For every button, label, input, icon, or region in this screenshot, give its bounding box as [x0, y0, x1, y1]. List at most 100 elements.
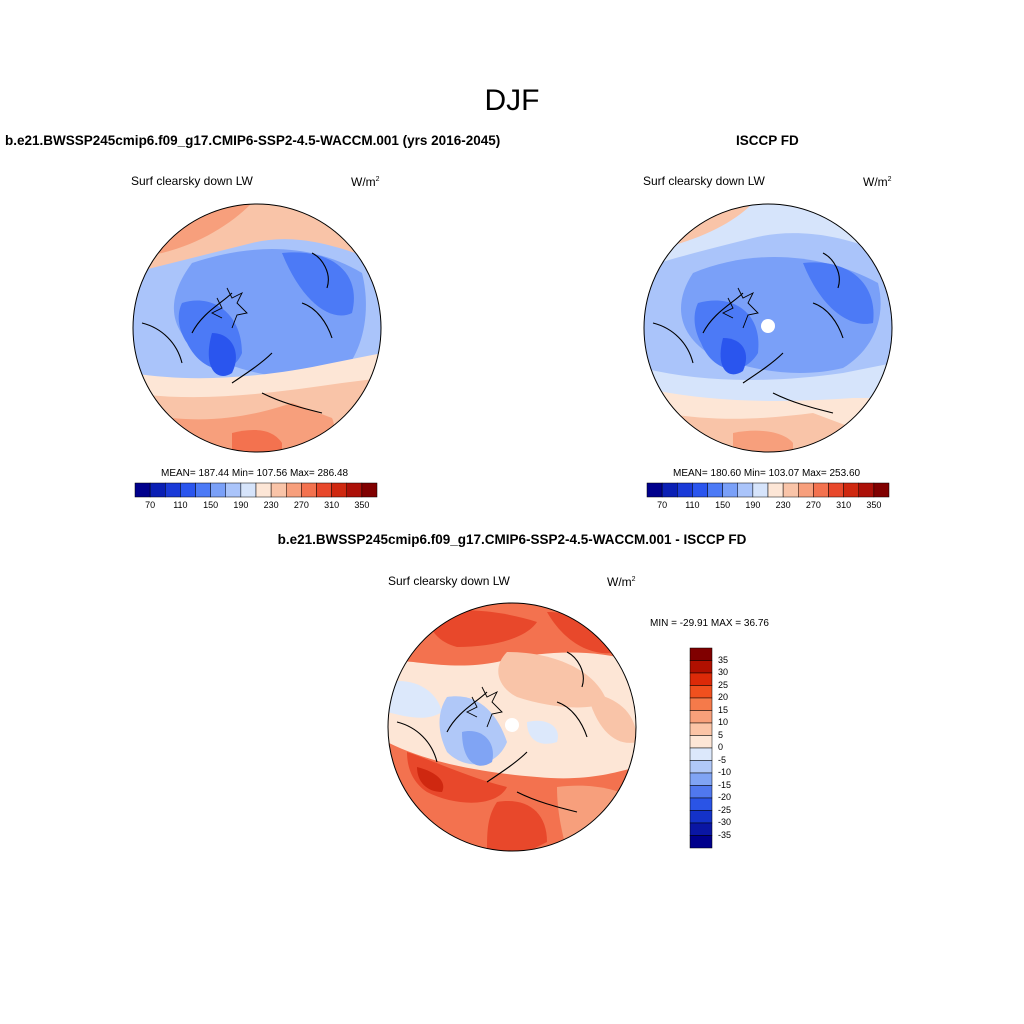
colorbar-swatch [689, 822, 713, 836]
diff-stats: MIN = -29.91 MAX = 36.76 [650, 618, 769, 629]
colorbar-swatch [301, 482, 317, 498]
colorbar-tick-label: 150 [715, 500, 731, 510]
colorbar-swatch [689, 810, 713, 824]
colorbar-tick-label: 230 [263, 500, 279, 510]
model-units-label: W/m2 [351, 175, 380, 189]
colorbar-swatch [689, 735, 713, 749]
colorbar-tick-label: 70 [657, 500, 668, 510]
obs-stats: MEAN= 180.60 Min= 103.07 Max= 253.60 [673, 468, 861, 479]
colorbar-swatch [689, 722, 713, 736]
colorbar-swatch [689, 697, 713, 711]
colorbar-swatch [210, 482, 226, 498]
colorbar-tick-label: 190 [233, 500, 249, 510]
colorbar-tick-label: 310 [836, 500, 852, 510]
obs-case-title: ISCCP FD [736, 133, 799, 148]
colorbar-tick-label: -25 [718, 804, 732, 815]
diff-polar-map [387, 602, 637, 852]
colorbar-swatch [195, 482, 211, 498]
colorbar-swatch [346, 482, 363, 498]
colorbar-tick-label: -15 [718, 779, 732, 790]
colorbar-swatch [661, 482, 678, 498]
colorbar-tick-label: 270 [293, 500, 309, 510]
colorbar-swatch [646, 482, 663, 498]
colorbar-swatch [689, 835, 713, 849]
obs-colorbar [646, 482, 890, 498]
diff-variable-label: Surf clearsky down LW [388, 574, 510, 588]
colorbar-tick-label: -10 [718, 767, 732, 777]
colorbar-swatch [843, 482, 859, 498]
colorbar-swatch [689, 772, 713, 786]
colorbar-swatch [689, 747, 713, 761]
colorbar-swatch [828, 482, 844, 498]
colorbar-tick-label: 190 [745, 500, 761, 510]
colorbar-tick-label: 150 [203, 500, 219, 510]
colorbar-swatch [689, 672, 713, 686]
colorbar-tick-label: 110 [173, 500, 188, 510]
colorbar-swatch [858, 482, 875, 498]
colorbar-swatch [225, 482, 242, 498]
model-variable-label: Surf clearsky down LW [131, 174, 253, 188]
colorbar-tick-label: 310 [324, 500, 340, 510]
colorbar-swatch [677, 482, 693, 498]
colorbar-swatch [286, 482, 302, 498]
colorbar-tick-label: 110 [685, 500, 700, 510]
colorbar-swatch [873, 482, 890, 498]
model-colorbar [134, 482, 378, 498]
colorbar-swatch [689, 797, 713, 811]
colorbar-swatch [134, 482, 151, 498]
colorbar-swatch [165, 482, 181, 498]
colorbar-swatch [767, 482, 784, 498]
colorbar-tick-label: -20 [718, 792, 732, 802]
colorbar-swatch [149, 482, 166, 498]
diff-units-label: W/m2 [607, 575, 636, 589]
colorbar-swatch [722, 482, 738, 498]
colorbar-tick-label: 350 [354, 500, 370, 510]
obs-units-label: W/m2 [863, 175, 892, 189]
colorbar-tick-label: 35 [718, 654, 729, 665]
colorbar-swatch [782, 482, 799, 498]
colorbar-swatch [692, 482, 708, 498]
colorbar-swatch [689, 647, 713, 661]
colorbar-swatch [361, 482, 378, 498]
colorbar-swatch [813, 482, 829, 498]
colorbar-swatch [689, 710, 713, 724]
obs-colorbar-labels: 70 110 150 190 230 270 310 350 [647, 500, 889, 512]
colorbar-swatch [689, 660, 713, 674]
model-polar-map [132, 203, 382, 453]
obs-variable-label: Surf clearsky down LW [643, 174, 765, 188]
diff-colorbar-labels: 35 30 25 20 15 10 5 0 -5 -10 -15 -20 -25 -30 -35 [718, 648, 758, 848]
colorbar-tick-label: 70 [145, 500, 156, 510]
obs-polar-map [643, 203, 893, 453]
colorbar-tick-label: 270 [805, 500, 821, 510]
colorbar-swatch [270, 482, 287, 498]
diff-colorbar [689, 647, 713, 849]
colorbar-tick-label: 0 [718, 742, 724, 752]
colorbar-swatch [316, 482, 332, 498]
colorbar-tick-label: 350 [866, 500, 882, 510]
colorbar-tick-label: 30 [718, 667, 729, 677]
colorbar-swatch [752, 482, 769, 498]
colorbar-tick-label: 25 [718, 679, 729, 690]
colorbar-tick-label: 230 [775, 500, 791, 510]
model-colorbar-labels: 70 110 150 190 230 270 310 350 [135, 500, 377, 512]
colorbar-swatch [689, 785, 713, 799]
colorbar-tick-label: -5 [718, 754, 727, 765]
colorbar-tick-label: 10 [718, 717, 729, 727]
model-stats: MEAN= 187.44 Min= 107.56 Max= 286.48 [161, 468, 349, 479]
colorbar-tick-label: -35 [718, 829, 732, 840]
diff-case-title: b.e21.BWSSP245cmip6.f09_g17.CMIP6-SSP2-4… [277, 532, 747, 547]
colorbar-tick-label: -30 [718, 817, 732, 827]
colorbar-swatch [255, 482, 272, 498]
colorbar-swatch [240, 482, 257, 498]
colorbar-swatch [798, 482, 814, 498]
colorbar-swatch [689, 760, 713, 774]
colorbar-swatch [331, 482, 347, 498]
colorbar-tick-label: 5 [718, 729, 724, 740]
figure-title: DJF [484, 84, 540, 117]
colorbar-tick-label: 15 [718, 704, 729, 715]
colorbar-swatch [180, 482, 196, 498]
colorbar-swatch [689, 685, 713, 699]
colorbar-tick-label: 20 [718, 692, 729, 702]
colorbar-swatch [707, 482, 723, 498]
colorbar-swatch [737, 482, 754, 498]
